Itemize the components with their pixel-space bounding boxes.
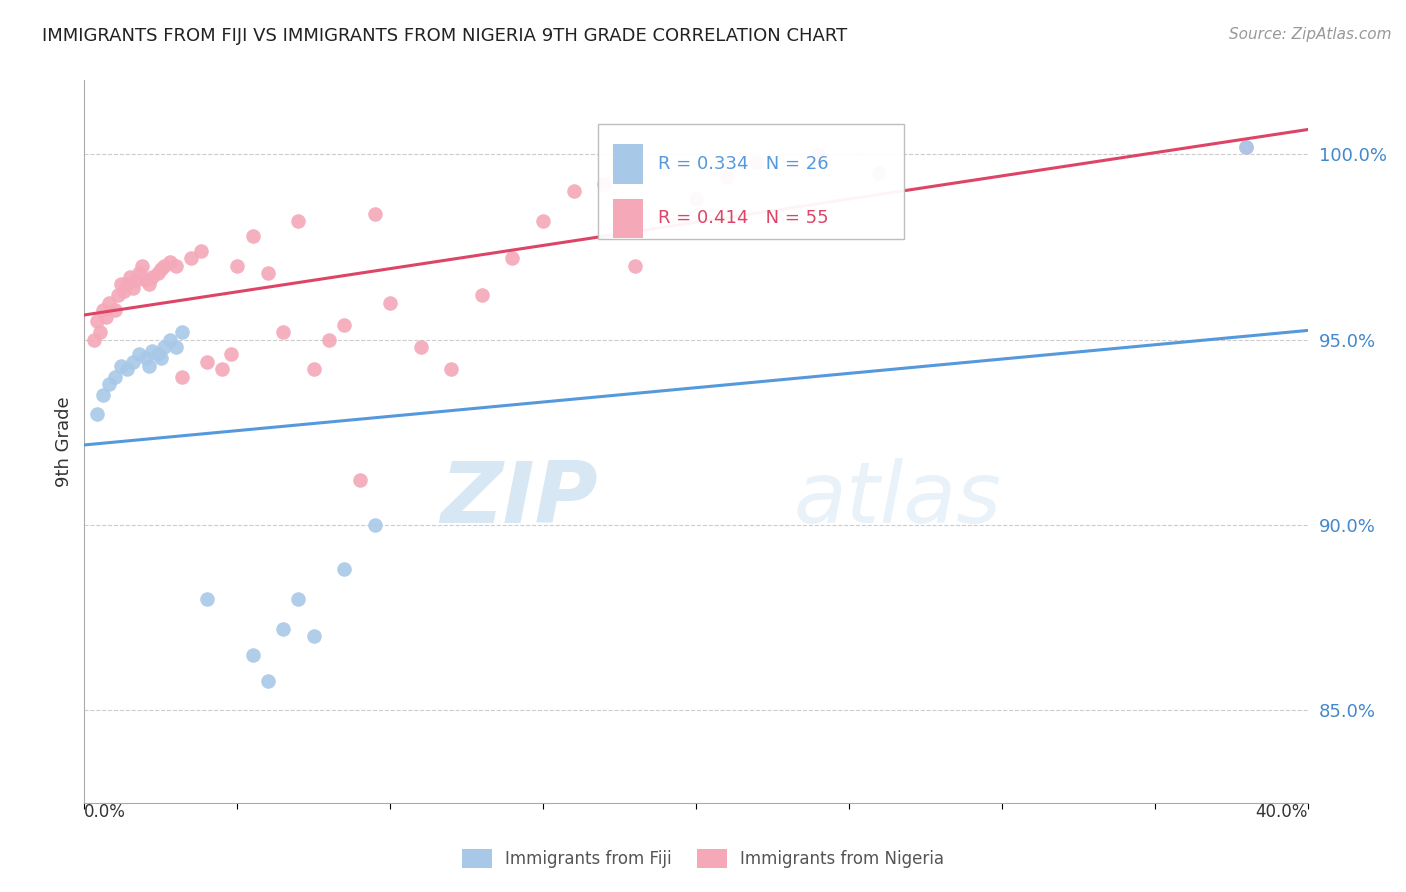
- Point: [242, 648, 264, 662]
- Point: [115, 362, 138, 376]
- Point: [153, 340, 176, 354]
- Point: [271, 325, 294, 339]
- Point: [211, 362, 233, 376]
- Point: [89, 325, 111, 339]
- Point: [141, 269, 163, 284]
- Point: [131, 259, 153, 273]
- Point: [110, 359, 132, 373]
- Text: 40.0%: 40.0%: [1256, 803, 1308, 821]
- Point: [172, 369, 194, 384]
- FancyBboxPatch shape: [598, 124, 904, 239]
- Point: [86, 314, 108, 328]
- Point: [112, 285, 135, 299]
- Point: [409, 340, 432, 354]
- Point: [86, 407, 108, 421]
- Text: Source: ZipAtlas.com: Source: ZipAtlas.com: [1229, 27, 1392, 42]
- Point: [159, 333, 181, 347]
- Point: [1236, 140, 1258, 154]
- Text: ZIP: ZIP: [440, 458, 598, 541]
- Bar: [613, 145, 644, 184]
- Point: [115, 277, 138, 291]
- Point: [104, 369, 127, 384]
- Point: [593, 177, 616, 191]
- Bar: [613, 199, 644, 238]
- Point: [190, 244, 212, 258]
- Point: [271, 622, 294, 636]
- Point: [471, 288, 494, 302]
- Point: [146, 347, 169, 361]
- Point: [97, 377, 120, 392]
- Point: [747, 154, 769, 169]
- Point: [159, 255, 181, 269]
- Point: [302, 362, 325, 376]
- Point: [122, 355, 145, 369]
- Point: [562, 185, 585, 199]
- Point: [1236, 140, 1258, 154]
- Text: atlas: atlas: [794, 458, 1002, 541]
- Point: [128, 347, 150, 361]
- Point: [138, 277, 160, 291]
- Point: [716, 169, 738, 184]
- Point: [287, 592, 309, 607]
- Point: [242, 228, 264, 243]
- Point: [91, 303, 114, 318]
- Point: [180, 251, 202, 265]
- Point: [146, 266, 169, 280]
- Point: [135, 351, 157, 366]
- Point: [110, 277, 132, 291]
- Point: [138, 359, 160, 373]
- Text: 0.0%: 0.0%: [84, 803, 127, 821]
- Point: [141, 343, 163, 358]
- Point: [531, 214, 554, 228]
- Point: [125, 273, 148, 287]
- Point: [364, 207, 387, 221]
- Point: [120, 269, 142, 284]
- Point: [219, 347, 242, 361]
- Point: [624, 259, 647, 273]
- Point: [380, 295, 402, 310]
- Point: [364, 517, 387, 532]
- Point: [172, 325, 194, 339]
- Point: [195, 592, 218, 607]
- Point: [149, 262, 172, 277]
- Legend: Immigrants from Fiji, Immigrants from Nigeria: Immigrants from Fiji, Immigrants from Ni…: [456, 842, 950, 875]
- Point: [83, 333, 105, 347]
- Point: [153, 259, 176, 273]
- Point: [349, 474, 371, 488]
- Point: [257, 673, 280, 688]
- Point: [135, 273, 157, 287]
- Point: [122, 281, 145, 295]
- Point: [226, 259, 249, 273]
- Point: [333, 318, 356, 332]
- Point: [128, 266, 150, 280]
- Point: [107, 288, 129, 302]
- Point: [287, 214, 309, 228]
- Point: [149, 351, 172, 366]
- Point: [869, 166, 891, 180]
- Text: R = 0.414   N = 55: R = 0.414 N = 55: [658, 210, 828, 227]
- Point: [97, 295, 120, 310]
- Text: IMMIGRANTS FROM FIJI VS IMMIGRANTS FROM NIGERIA 9TH GRADE CORRELATION CHART: IMMIGRANTS FROM FIJI VS IMMIGRANTS FROM …: [42, 27, 848, 45]
- Point: [807, 147, 830, 161]
- Point: [333, 562, 356, 576]
- Point: [104, 303, 127, 318]
- Point: [502, 251, 524, 265]
- Point: [318, 333, 340, 347]
- Point: [195, 355, 218, 369]
- Point: [257, 266, 280, 280]
- Point: [165, 340, 187, 354]
- Point: [685, 192, 707, 206]
- Y-axis label: 9th Grade: 9th Grade: [55, 396, 73, 487]
- Point: [165, 259, 187, 273]
- Point: [94, 310, 117, 325]
- Point: [302, 629, 325, 643]
- Point: [91, 388, 114, 402]
- Point: [440, 362, 463, 376]
- Text: R = 0.334   N = 26: R = 0.334 N = 26: [658, 155, 828, 173]
